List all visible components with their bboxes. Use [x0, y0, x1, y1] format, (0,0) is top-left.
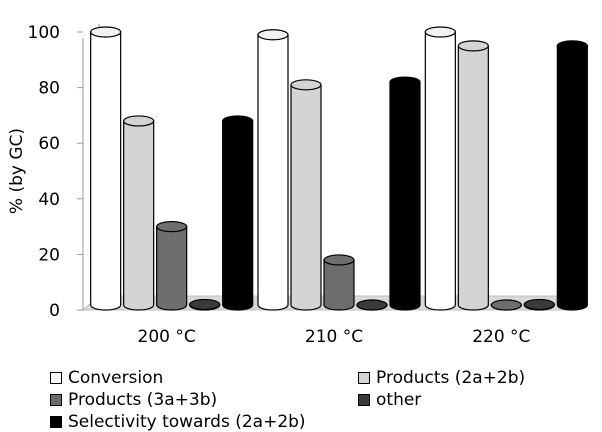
bar — [323, 254, 355, 311]
y-tick-label: 60 — [38, 134, 60, 154]
bar — [257, 29, 289, 311]
y-axis-label: % (by GC) — [7, 128, 27, 214]
bar — [356, 299, 388, 311]
bar — [156, 221, 188, 311]
y-tick-label: 20 — [38, 245, 60, 265]
y-tick-label: 100 — [28, 23, 60, 43]
bar — [424, 26, 456, 311]
bar — [90, 26, 122, 311]
bar — [457, 40, 489, 311]
x-tick-label: 210 °C — [305, 327, 363, 347]
bar — [222, 115, 254, 311]
bar — [389, 76, 421, 311]
y-tick-label: 40 — [38, 190, 60, 210]
bar — [523, 298, 555, 311]
bar — [189, 298, 221, 311]
y-tick-label: 0 — [49, 301, 60, 321]
bar — [290, 79, 322, 311]
label-layer: 0 20 40 60 80 100 % (by GC) 200 °C 210 °C 220 °C — [7, 23, 530, 347]
bar — [123, 115, 155, 311]
y-tick-label: 80 — [38, 79, 60, 99]
x-tick-label: 220 °C — [472, 327, 530, 347]
bar — [490, 299, 522, 311]
x-tick-label: 200 °C — [138, 327, 196, 347]
bar — [556, 40, 588, 311]
bar-layer — [90, 26, 588, 311]
